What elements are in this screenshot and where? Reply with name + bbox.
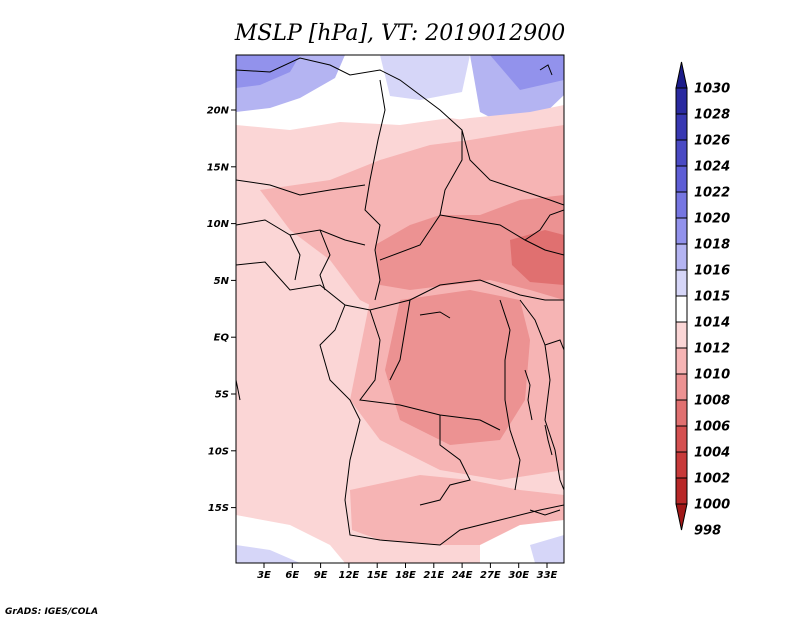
border-line <box>319 229 331 291</box>
colorbar-segment <box>675 269 688 297</box>
border-line <box>364 79 386 301</box>
border-line <box>499 299 521 491</box>
colorbar-segment <box>675 477 688 505</box>
colorbar-label: 1015 <box>694 290 730 305</box>
lon-tick-label: 6E <box>285 570 299 581</box>
lon-tick-label: 24E <box>452 570 473 581</box>
border-line <box>529 509 561 516</box>
colorbar-label: 1016 <box>694 264 730 279</box>
lon-tick-label: 3E <box>257 570 271 581</box>
lake-outline <box>524 369 533 421</box>
border-line <box>236 219 366 246</box>
map-frame <box>235 54 565 564</box>
longitude-axis: 3E 6E 9E 12E 15E 18E 21E 24E 27E 30E 33E <box>257 563 558 581</box>
lon-tick-label: 15E <box>367 570 388 581</box>
colorbar-segment <box>675 295 688 323</box>
colorbar-label: 1012 <box>694 342 730 357</box>
coast-line <box>236 379 241 401</box>
lat-tick-label: 5N <box>214 276 230 287</box>
colorbar-label: 1014 <box>694 316 730 331</box>
latitude-axis: 20N 15N 10N 5N EQ 5S 10S 15S <box>207 106 236 514</box>
colorbar-label: 998 <box>694 524 721 539</box>
field-sudan-1006 <box>510 230 564 285</box>
colorbar-label: 1000 <box>694 498 730 513</box>
border-line <box>236 179 366 196</box>
lat-tick-label: 10S <box>208 446 229 457</box>
border-line <box>236 57 564 206</box>
border-line <box>439 214 564 256</box>
colorbar-segment <box>675 425 688 453</box>
coast-line <box>236 261 564 311</box>
field-south-1010 <box>350 475 564 545</box>
grads-credit: GrADS: IGES/COLA <box>5 607 98 617</box>
lat-tick-label: 20N <box>207 106 230 117</box>
colorbar-segment <box>675 321 688 349</box>
colorbar-label: 1022 <box>694 186 730 201</box>
border-line <box>359 309 501 431</box>
lon-tick-label: 18E <box>395 570 416 581</box>
lat-tick-label: 5S <box>215 390 229 401</box>
field-car-1008 <box>375 195 564 300</box>
colorbar-segment <box>675 373 688 401</box>
border-line <box>419 415 471 506</box>
border-line <box>524 209 564 241</box>
coast-line <box>319 304 564 546</box>
colorbar-label: 1006 <box>694 420 730 435</box>
colorbar-segment <box>675 165 688 193</box>
field-nc-1015 <box>380 55 470 100</box>
colorbar-label: 1026 <box>694 134 730 149</box>
lake-outline <box>419 311 451 319</box>
lon-tick-label: 21E <box>423 570 444 581</box>
lake-outline <box>544 424 553 456</box>
colorbar-segment <box>675 399 688 427</box>
colorbar-label: 1020 <box>694 212 730 227</box>
map-title: MSLP [hPa], VT: 2019012900 <box>234 21 565 46</box>
lon-tick-label: 27E <box>480 570 501 581</box>
colorbar-segment <box>675 113 688 141</box>
colorbar-bottom-arrow <box>675 503 688 531</box>
lon-tick-label: 30E <box>508 570 529 581</box>
lon-tick-label: 9E <box>314 570 328 581</box>
lon-tick-label: 12E <box>339 570 360 581</box>
colorbar: 1030 1028 1026 1024 1022 1020 1018 1016 1015 1014… <box>675 61 730 539</box>
lat-tick-label: EQ <box>214 333 230 344</box>
colorbar-label: 1030 <box>694 82 730 97</box>
colorbar-label: 1018 <box>694 238 730 253</box>
field-sw-1015 <box>236 545 300 563</box>
colorbar-label: 1008 <box>694 394 730 409</box>
lat-tick-label: 15N <box>207 162 230 173</box>
colorbar-label: 1010 <box>694 368 730 383</box>
border-line <box>544 339 564 351</box>
lat-tick-label: 10N <box>207 219 230 230</box>
colorbar-label: 1002 <box>694 472 730 487</box>
colorbar-top-arrow <box>675 61 688 89</box>
field-congo-1008 <box>385 290 530 445</box>
colorbar-segment <box>675 87 688 115</box>
colorbar-segment <box>675 139 688 167</box>
colorbar-label: 1028 <box>694 108 730 123</box>
pressure-field <box>236 55 564 563</box>
field-ne-1018 <box>490 55 564 90</box>
colorbar-segment <box>675 191 688 219</box>
border-line <box>389 299 411 381</box>
lon-tick-label: 33E <box>537 570 558 581</box>
colorbar-segment <box>675 243 688 271</box>
colorbar-label: 1024 <box>694 160 730 175</box>
field-sw-1012 <box>236 400 350 540</box>
border-line <box>519 299 564 491</box>
colorbar-segment <box>675 217 688 245</box>
colorbar-segment <box>675 451 688 479</box>
border-line <box>289 234 301 281</box>
coast-line <box>539 64 553 76</box>
lat-tick-label: 15S <box>208 503 229 514</box>
country-borders <box>236 57 564 546</box>
field-se-1015 <box>530 535 564 563</box>
colorbar-label: 1004 <box>694 446 730 461</box>
colorbar-segment <box>675 347 688 375</box>
